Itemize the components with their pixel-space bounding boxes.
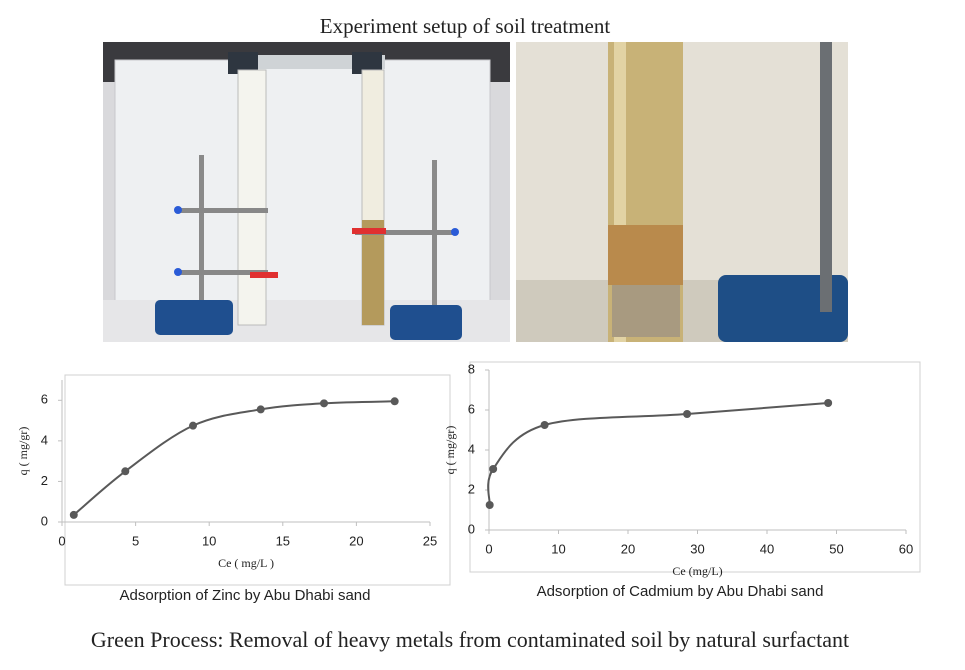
data-point (485, 501, 494, 509)
x-tick-label: 15 (276, 533, 290, 548)
data-point (69, 510, 78, 519)
chart-caption: Adsorption of Cadmium by Abu Dhabi sand (537, 583, 824, 600)
x-tick-label: 40 (760, 541, 774, 556)
y-tick-label: 6 (468, 401, 475, 416)
data-point (189, 421, 198, 430)
chart-frame (469, 361, 921, 573)
data-point (540, 421, 549, 429)
x-axis-label: Ce (mg/L) (672, 564, 722, 578)
y-tick-label: 0 (468, 521, 475, 536)
x-tick-label: 20 (621, 541, 635, 556)
x-tick-label: 5 (132, 533, 139, 548)
data-point (256, 405, 265, 414)
data-point (320, 399, 329, 408)
x-tick-label: 0 (58, 533, 65, 548)
x-tick-label: 10 (202, 533, 216, 548)
y-tick-label: 2 (468, 481, 475, 496)
y-axis-label: q ( mg/gr) (443, 426, 457, 475)
y-tick-label: 4 (468, 441, 475, 456)
y-tick-label: 0 (41, 513, 48, 528)
x-tick-label: 10 (551, 541, 565, 556)
y-tick-label: 2 (41, 473, 48, 488)
photo-column (516, 42, 848, 342)
page-caption: Green Process: Removal of heavy metals f… (91, 627, 849, 652)
chart-caption: Adsorption of Zinc by Abu Dhabi sand (120, 587, 371, 604)
x-tick-label: 20 (349, 533, 363, 548)
y-tick-label: 4 (41, 432, 48, 447)
x-tick-label: 30 (690, 541, 704, 556)
page-title: Experiment setup of soil treatment (320, 14, 611, 38)
y-axis-label: q ( mg/gr) (16, 427, 30, 476)
y-tick-label: 8 (468, 361, 475, 376)
data-line (73, 400, 395, 516)
chart-frame (64, 374, 451, 586)
data-point (824, 399, 833, 407)
photo-setup (103, 42, 510, 342)
x-axis-label: Ce ( mg/L ) (218, 556, 274, 570)
data-point (390, 397, 399, 406)
data-point (489, 465, 498, 473)
data-point (121, 467, 130, 476)
x-tick-label: 25 (423, 533, 437, 548)
x-tick-label: 0 (485, 541, 492, 556)
y-tick-label: 6 (41, 392, 48, 407)
x-tick-label: 50 (829, 541, 843, 556)
x-tick-label: 60 (899, 541, 913, 556)
data-line (487, 402, 829, 506)
data-point (683, 410, 692, 418)
